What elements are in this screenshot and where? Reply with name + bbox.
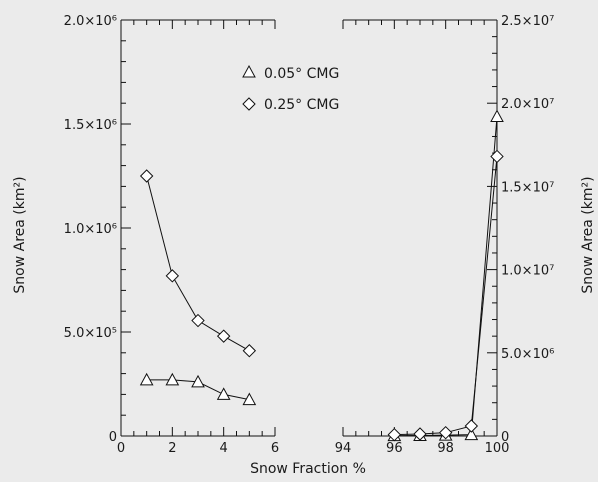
left-data-point	[242, 392, 257, 406]
right-y-tick-label: 5.0×10⁶	[501, 347, 554, 362]
right-data-point	[413, 427, 427, 441]
left-y-tick-label: 1.5×10⁶	[64, 118, 117, 133]
right-x-tick-label: 94	[335, 441, 352, 456]
right-x-tick-label: 98	[437, 441, 454, 456]
legend-label-025: 0.25° CMG	[264, 97, 339, 113]
right-y-tick-label: 1.5×10⁷	[501, 180, 554, 195]
legend-label-005: 0.05° CMG	[264, 66, 339, 82]
right-data-point	[387, 427, 402, 442]
left-panel: 0 2 4 6 0 5.0×10⁵ 1.0×10⁶ 1.5×10⁶ 2.0×10⁶	[64, 14, 279, 456]
right-y-tick-label: 2.0×10⁷	[501, 97, 554, 112]
left-data-point	[139, 372, 154, 386]
left-y-tick-label: 5.0×10⁵	[64, 326, 117, 341]
right-x-tick-label: 100	[485, 441, 510, 456]
right-y-tick-label: 2.5×10⁷	[501, 14, 554, 29]
left-x-tick-label: 0	[117, 441, 125, 456]
right-y-tick-label: 1.0×10⁷	[501, 264, 554, 279]
left-data-point	[216, 329, 231, 343]
legend-marker-005	[242, 64, 256, 78]
right-data-point	[464, 419, 479, 433]
left-data-point	[165, 372, 180, 386]
left-x-tick-label: 4	[220, 441, 228, 456]
right-data-point	[464, 427, 479, 441]
x-axis-title: Snow Fraction %	[250, 461, 366, 477]
right-series-line-1	[394, 156, 498, 436]
left-data-point	[216, 387, 231, 400]
left-y-tick-label: 1.0×10⁶	[64, 222, 117, 237]
left-x-tick-label: 2	[168, 441, 176, 456]
left-data-point	[139, 169, 154, 183]
left-data-point	[191, 374, 205, 388]
left-data-point	[191, 313, 205, 328]
right-data-point	[490, 109, 504, 123]
left-data-point	[165, 269, 180, 283]
left-y-tick-label: 0	[109, 430, 117, 445]
right-y-tick-label: 0	[501, 430, 509, 445]
right-series-line-0	[394, 116, 498, 437]
right-data-point	[490, 149, 504, 164]
left-x-tick-label: 6	[271, 441, 279, 456]
right-data-point	[438, 425, 453, 440]
right-x-tick-label: 96	[386, 441, 403, 456]
left-y-tick-label: 2.0×10⁶	[64, 14, 117, 29]
right-y-axis-title: Snow Area (km²)	[580, 176, 596, 293]
left-data-point	[242, 344, 257, 358]
left-y-axis-title: Snow Area (km²)	[12, 176, 28, 293]
legend: 0.05° CMG 0.25° CMG	[242, 64, 339, 113]
legend-marker-025	[242, 97, 256, 111]
